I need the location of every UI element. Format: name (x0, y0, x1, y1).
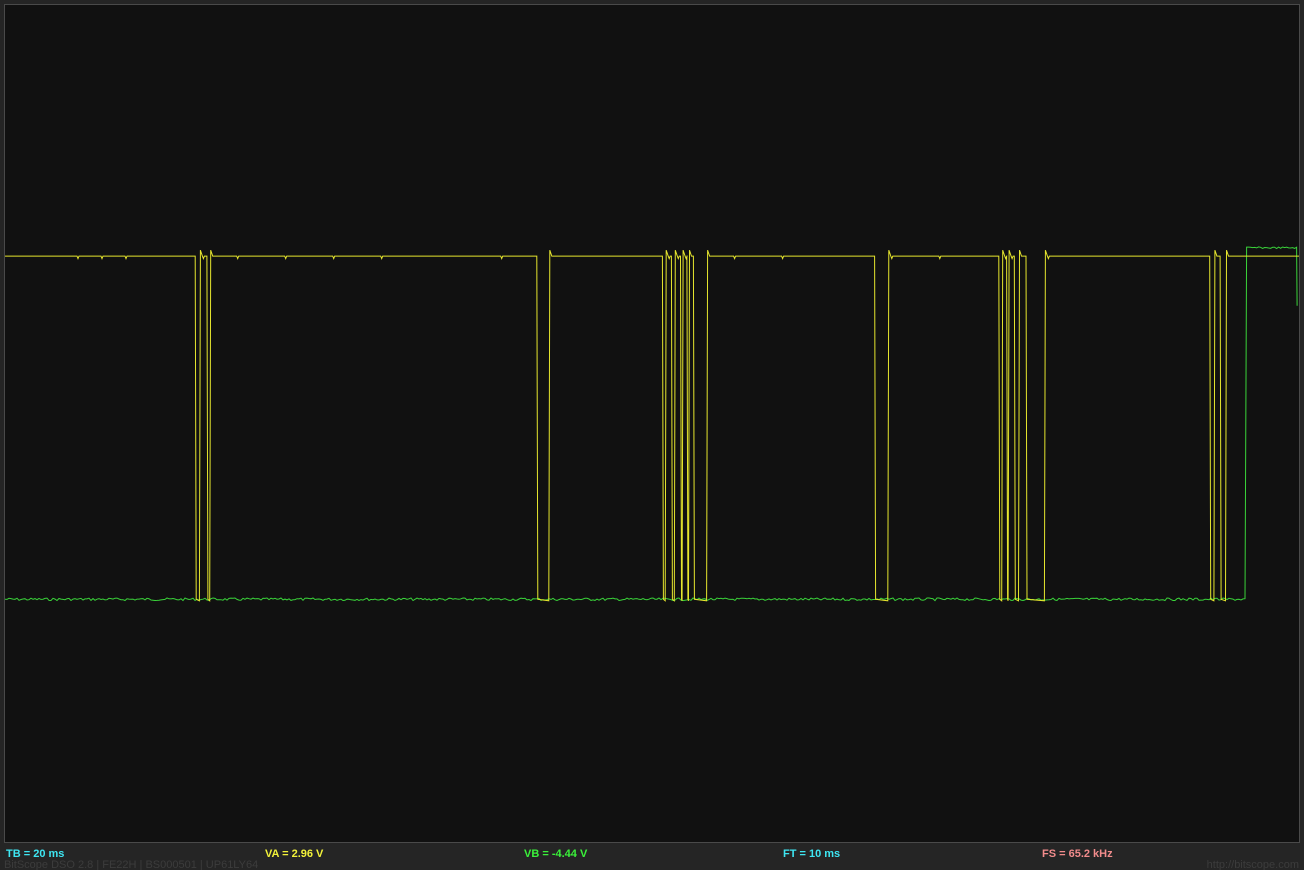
channel-a-waveform (5, 249, 1299, 602)
software-info-text: BitScope DSO 2.8 | FE22H | BS000501 | UP… (4, 859, 259, 870)
oscilloscope-display[interactable] (4, 4, 1300, 843)
channel-b-voltage-readout[interactable]: VB = -4.44 V (524, 848, 588, 860)
channel-a-voltage-readout[interactable]: VA = 2.96 V (265, 848, 324, 860)
sample-frequency-readout[interactable]: FS = 65.2 kHz (1042, 848, 1113, 860)
channel-a-trace-group (5, 249, 1299, 602)
website-link[interactable]: http://bitscope.com (1206, 859, 1299, 870)
frame-time-readout[interactable]: FT = 10 ms (783, 848, 841, 860)
channel-b-trace-group (5, 246, 1298, 602)
waveform-plot (5, 246, 1299, 602)
timebase-readout[interactable]: TB = 20 ms (6, 848, 65, 860)
channel-b-waveform (5, 246, 1298, 602)
